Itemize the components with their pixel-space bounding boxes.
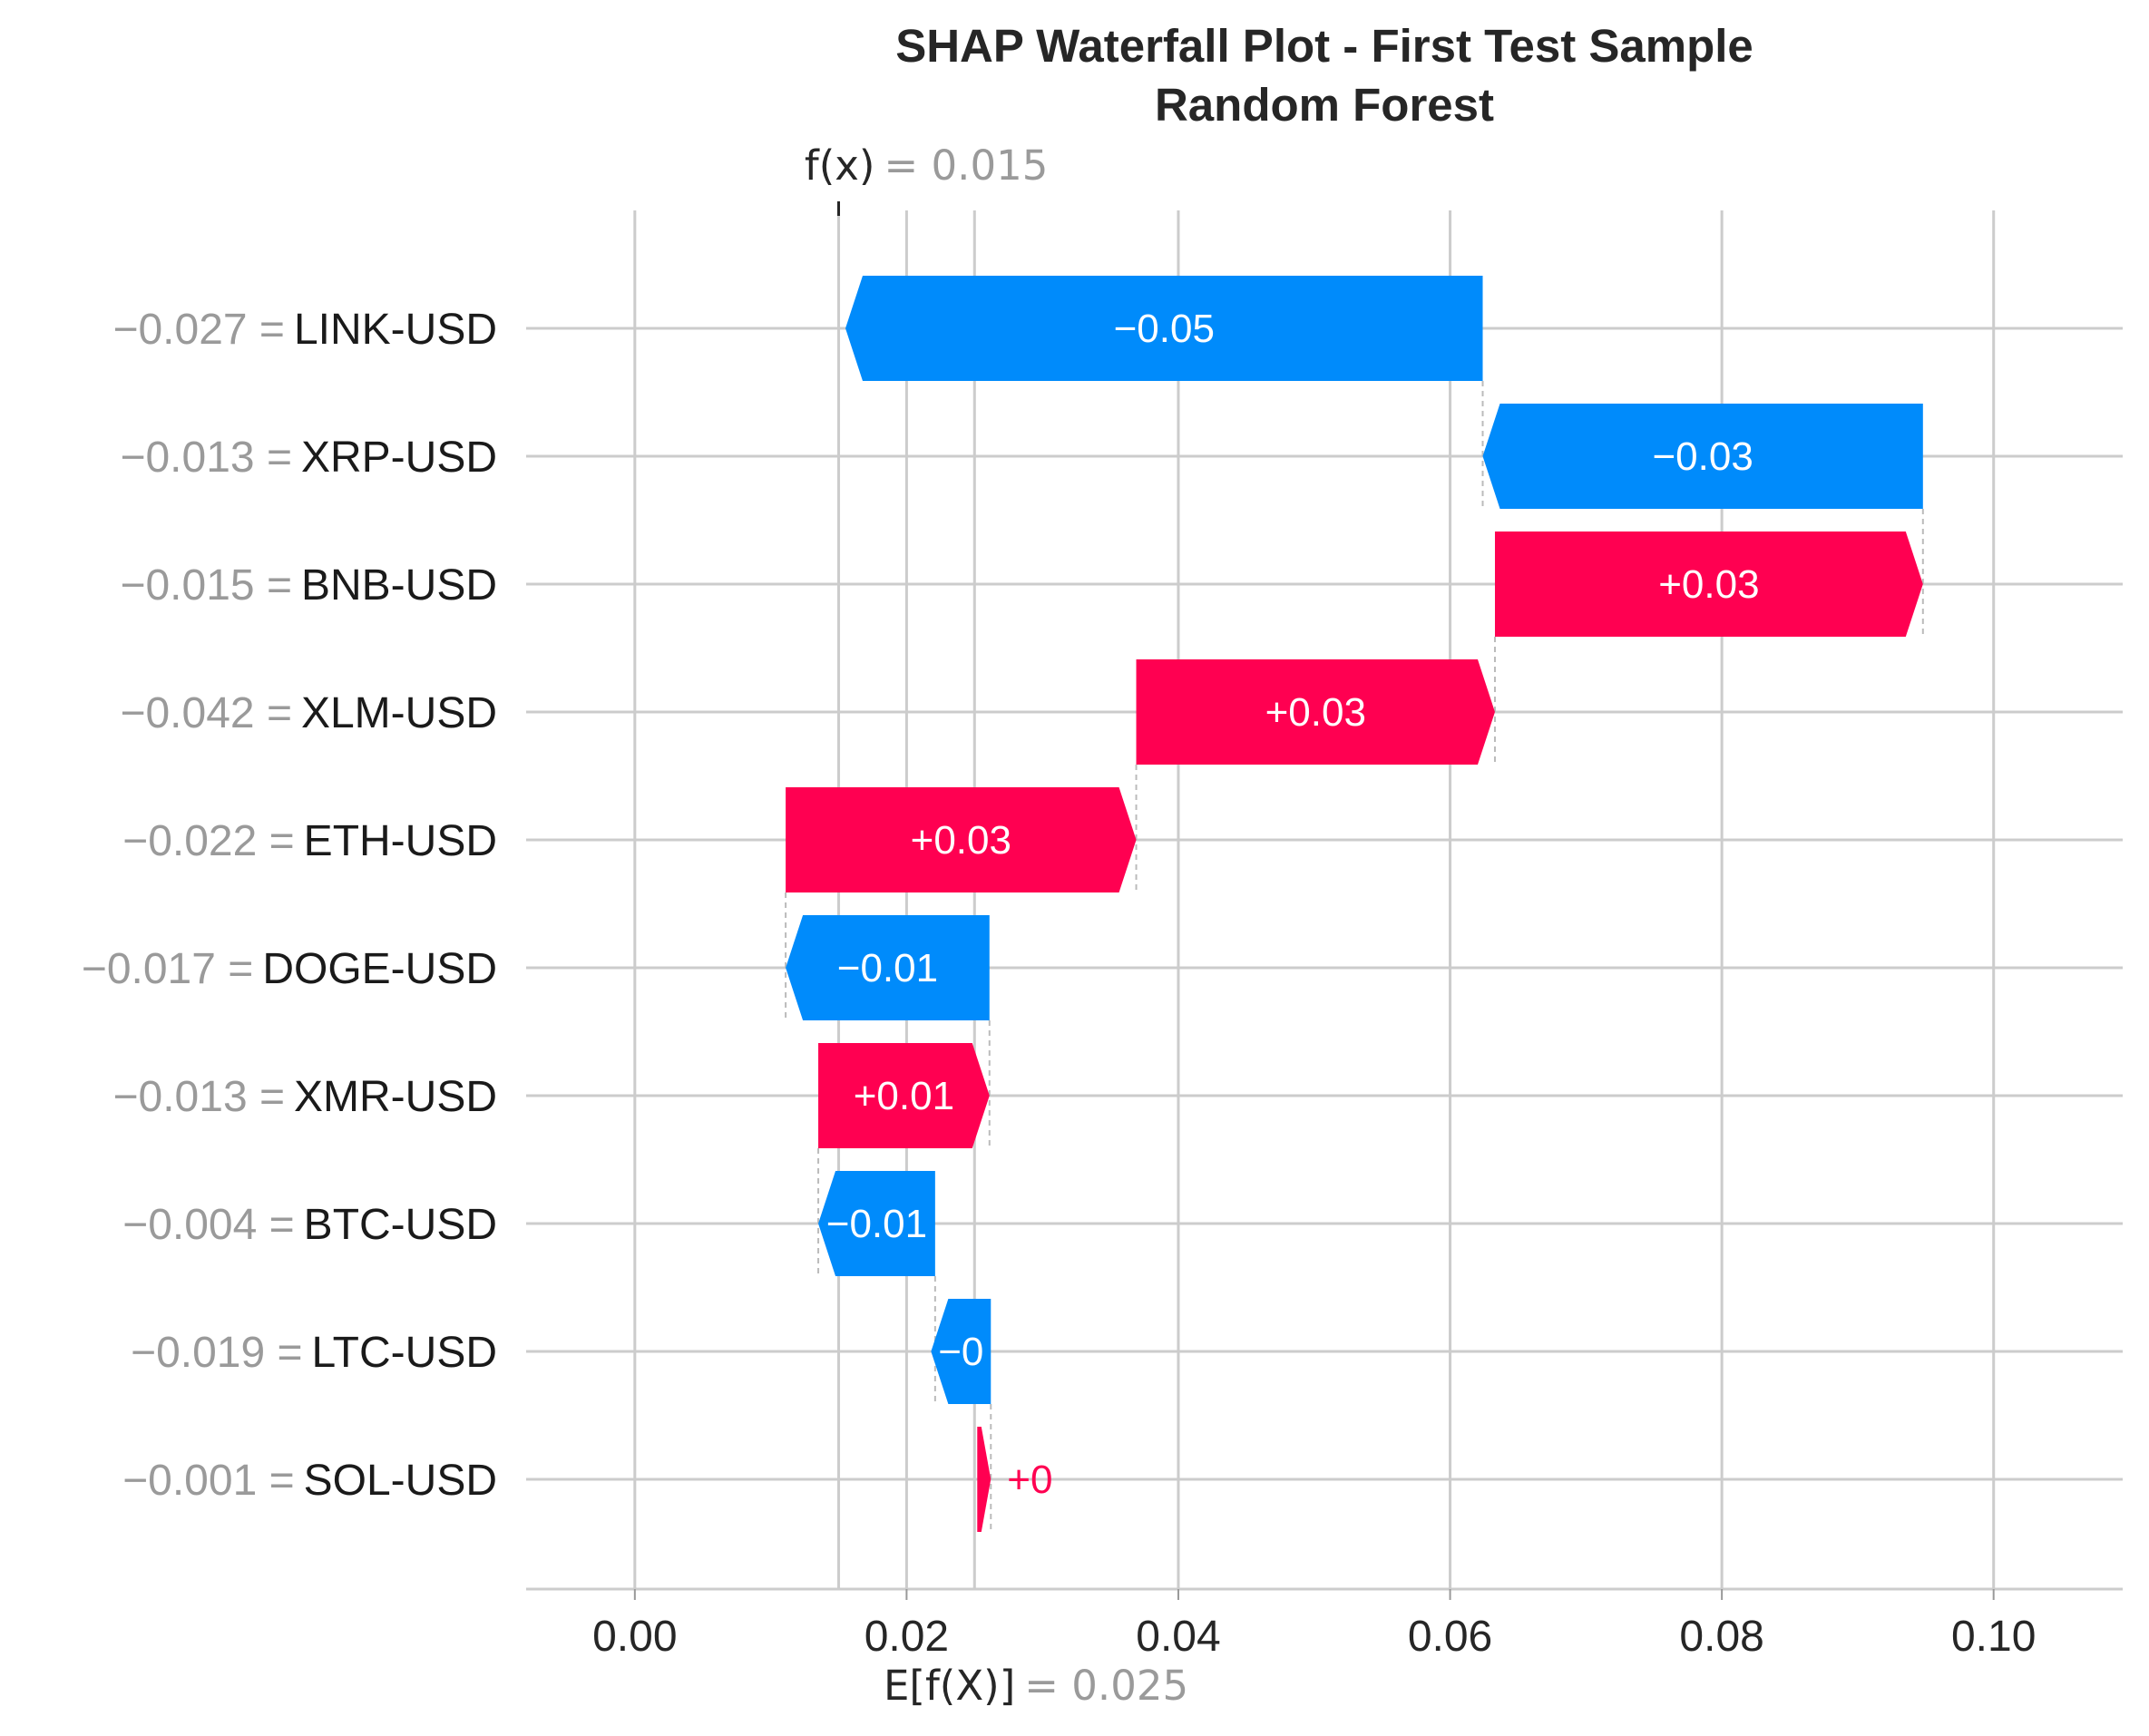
shap-bar-xrp-usd [1482, 404, 1923, 509]
shap-bar-eth-usd [786, 787, 1137, 892]
feature-value-label: −0.027 = [112, 306, 285, 354]
shap-bar-sol-usd [977, 1427, 991, 1532]
fx-label: f(x) [805, 141, 875, 190]
bar-value-label: +0.03 [911, 818, 1011, 863]
feature-name-label: DOGE-USD [262, 945, 497, 993]
annotation-layer: f(x) = 0.015 E[f(X)] = 0.025 [805, 141, 1188, 1710]
feature-value-label: −0.013 = [112, 1073, 285, 1121]
bar-value-label: −0.05 [1114, 307, 1215, 351]
shap-bar-xmr-usd [818, 1043, 990, 1148]
bar-layer [786, 276, 1923, 1532]
bar-value-label: −0.03 [1652, 434, 1753, 479]
x-tick-label: 0.08 [1679, 1613, 1763, 1661]
x-axis: 0.00 0.02 0.04 0.06 0.08 0.10 [526, 1587, 2123, 1661]
bar-value-label: +0.03 [1658, 562, 1759, 607]
feature-name-label: LTC-USD [312, 1329, 497, 1377]
bar-value-label: +0.03 [1265, 690, 1366, 735]
chart-subtitle: Random Forest [1155, 79, 1494, 131]
x-tick-label: 0.00 [592, 1613, 677, 1661]
feature-value-label: −0.001 = [122, 1457, 295, 1505]
bar-value-label: −0.01 [826, 1202, 927, 1246]
bar-value-label: −0.01 [837, 946, 938, 990]
feature-name-label: ETH-USD [304, 817, 497, 865]
feature-name-label: BTC-USD [304, 1201, 497, 1249]
feature-name-label: BNB-USD [301, 561, 497, 610]
efx-label: E[f(X)] [884, 1662, 1015, 1710]
shap-bar-doge-usd [786, 915, 990, 1020]
feature-value-label: −0.004 = [122, 1201, 295, 1249]
feature-name-label: XLM-USD [301, 689, 497, 737]
x-tick-label: 0.02 [864, 1613, 949, 1661]
x-tick-label: 0.06 [1408, 1613, 1492, 1661]
bar-value-label: −0 [938, 1330, 983, 1374]
efx-value: = 0.025 [1024, 1662, 1188, 1710]
fx-value: = 0.015 [884, 141, 1049, 190]
feature-value-label: −0.015 = [120, 561, 292, 610]
feature-name-label: LINK-USD [294, 306, 497, 354]
shap-bar-ltc-usd [931, 1299, 991, 1404]
shap-bar-btc-usd [818, 1171, 935, 1276]
bar-value-label: +0 [1007, 1458, 1052, 1502]
shap-bar-xlm-usd [1136, 659, 1495, 765]
shap-bar-link-usd [845, 276, 1483, 381]
chart-title: SHAP Waterfall Plot - First Test Sample [895, 20, 1753, 72]
feature-value-label: −0.013 = [120, 434, 292, 482]
shap-bar-bnb-usd [1494, 532, 1923, 637]
x-tick-label: 0.10 [1951, 1613, 2036, 1661]
feature-value-label: −0.022 = [122, 817, 295, 865]
x-tick-label: 0.04 [1136, 1613, 1220, 1661]
bar-value-label: +0.01 [854, 1074, 954, 1118]
feature-name-label: SOL-USD [304, 1457, 497, 1505]
feature-value-label: −0.019 = [131, 1329, 303, 1377]
feature-value-label: −0.017 = [82, 945, 254, 993]
feature-value-label: −0.042 = [120, 689, 292, 737]
feature-name-label: XMR-USD [294, 1073, 497, 1121]
feature-name-label: XRP-USD [301, 434, 497, 482]
